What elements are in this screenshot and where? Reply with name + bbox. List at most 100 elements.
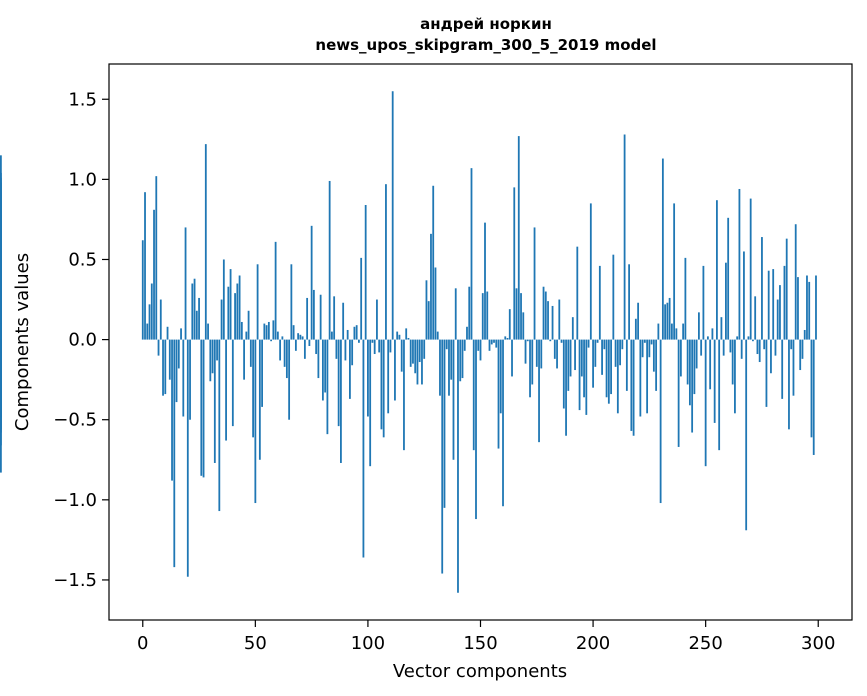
bar-83 bbox=[328, 180, 331, 340]
y-tick-label: 1.5 bbox=[68, 89, 97, 110]
bar-112 bbox=[394, 339, 396, 401]
bar-259 bbox=[725, 262, 727, 340]
bar-78 bbox=[317, 339, 320, 379]
bar-148 bbox=[475, 339, 477, 520]
bar-40 bbox=[231, 339, 234, 427]
bar-152 bbox=[484, 222, 486, 340]
bar-146 bbox=[470, 168, 473, 340]
bar-68 bbox=[294, 339, 297, 351]
bar-80 bbox=[321, 339, 324, 401]
bar-84 bbox=[331, 331, 333, 340]
bar-46 bbox=[245, 331, 248, 340]
bar-25 bbox=[198, 297, 200, 340]
bar-66 bbox=[290, 264, 293, 340]
bar-294 bbox=[803, 329, 806, 340]
bar-168 bbox=[520, 293, 522, 340]
bar-238 bbox=[677, 339, 680, 447]
bar-160 bbox=[502, 339, 504, 507]
bar-undefined bbox=[0, 172, 2, 340]
bar-70 bbox=[299, 334, 302, 340]
bar-37 bbox=[225, 339, 227, 441]
bar-65 bbox=[288, 339, 291, 420]
y-tick-label: −1.0 bbox=[53, 490, 97, 511]
bar-288 bbox=[790, 339, 793, 350]
y-tick-label: 0.5 bbox=[68, 249, 97, 270]
bar-167 bbox=[517, 136, 520, 340]
bar-276 bbox=[763, 339, 766, 350]
bar-218 bbox=[632, 339, 635, 436]
bar-194 bbox=[578, 339, 581, 411]
bar-81 bbox=[324, 339, 327, 393]
bar-124 bbox=[421, 339, 423, 385]
bar-126 bbox=[425, 280, 428, 340]
bar-187 bbox=[562, 339, 565, 409]
bar-282 bbox=[776, 299, 779, 340]
bar-122 bbox=[416, 339, 419, 385]
bar-228 bbox=[655, 339, 658, 391]
bar-5 bbox=[153, 209, 155, 340]
bar-211 bbox=[616, 339, 619, 414]
bar-177 bbox=[540, 339, 543, 369]
bar-188 bbox=[565, 339, 567, 436]
bar-237 bbox=[675, 328, 678, 340]
bar-278 bbox=[767, 270, 770, 340]
bar-103 bbox=[373, 339, 376, 355]
bar-297 bbox=[810, 339, 813, 438]
bar-166 bbox=[515, 288, 518, 340]
bar-172 bbox=[529, 339, 531, 398]
bar-21 bbox=[189, 339, 191, 420]
bar-2 bbox=[146, 323, 149, 340]
bar-284 bbox=[781, 339, 784, 399]
bar-250 bbox=[704, 339, 707, 467]
bar-98 bbox=[362, 339, 365, 558]
bar-69 bbox=[297, 333, 300, 340]
x-tick-label: 100 bbox=[351, 633, 385, 654]
bar-183 bbox=[553, 339, 556, 359]
bar-undefined bbox=[0, 339, 2, 353]
y-tick-label: 1.0 bbox=[68, 169, 97, 190]
y-tick-label: −0.5 bbox=[53, 410, 97, 431]
bar-179 bbox=[544, 291, 547, 340]
bar-53 bbox=[261, 339, 263, 407]
bar-190 bbox=[569, 339, 572, 377]
bar-217 bbox=[630, 339, 633, 431]
x-tick-label: 250 bbox=[688, 633, 722, 654]
bar-28 bbox=[204, 144, 207, 340]
bar-93 bbox=[351, 339, 354, 366]
bar-110 bbox=[389, 339, 392, 353]
bar-156 bbox=[493, 339, 495, 343]
bars-group bbox=[0, 91, 817, 593]
bar-118 bbox=[407, 337, 410, 340]
bar-201 bbox=[594, 339, 597, 367]
bar-285 bbox=[783, 265, 786, 340]
bar-151 bbox=[481, 293, 484, 340]
bar-274 bbox=[758, 339, 761, 363]
bar-195 bbox=[580, 339, 583, 377]
bar-7 bbox=[157, 339, 160, 356]
bar-42 bbox=[236, 283, 239, 340]
bar-273 bbox=[756, 339, 759, 355]
bar-44 bbox=[240, 321, 243, 340]
bar-71 bbox=[301, 336, 304, 340]
bar-108 bbox=[385, 184, 387, 340]
bar-142 bbox=[461, 339, 464, 379]
bar-299 bbox=[815, 275, 817, 340]
bar-267 bbox=[743, 251, 745, 340]
bar-104 bbox=[376, 299, 378, 340]
bar-85 bbox=[333, 296, 336, 340]
bar-219 bbox=[634, 318, 637, 340]
bar-269 bbox=[747, 336, 750, 340]
bar-undefined bbox=[0, 323, 2, 340]
bar-102 bbox=[371, 339, 374, 343]
bar-193 bbox=[576, 246, 579, 340]
bar-159 bbox=[499, 339, 502, 414]
bar-226 bbox=[650, 339, 653, 345]
bar-223 bbox=[643, 339, 646, 343]
bar-59 bbox=[274, 241, 277, 340]
bar-47 bbox=[247, 310, 250, 340]
bar-79 bbox=[319, 294, 322, 340]
bar-16 bbox=[177, 339, 180, 369]
bar-212 bbox=[619, 339, 621, 366]
bar-111 bbox=[391, 91, 394, 340]
bar-262 bbox=[731, 339, 734, 385]
